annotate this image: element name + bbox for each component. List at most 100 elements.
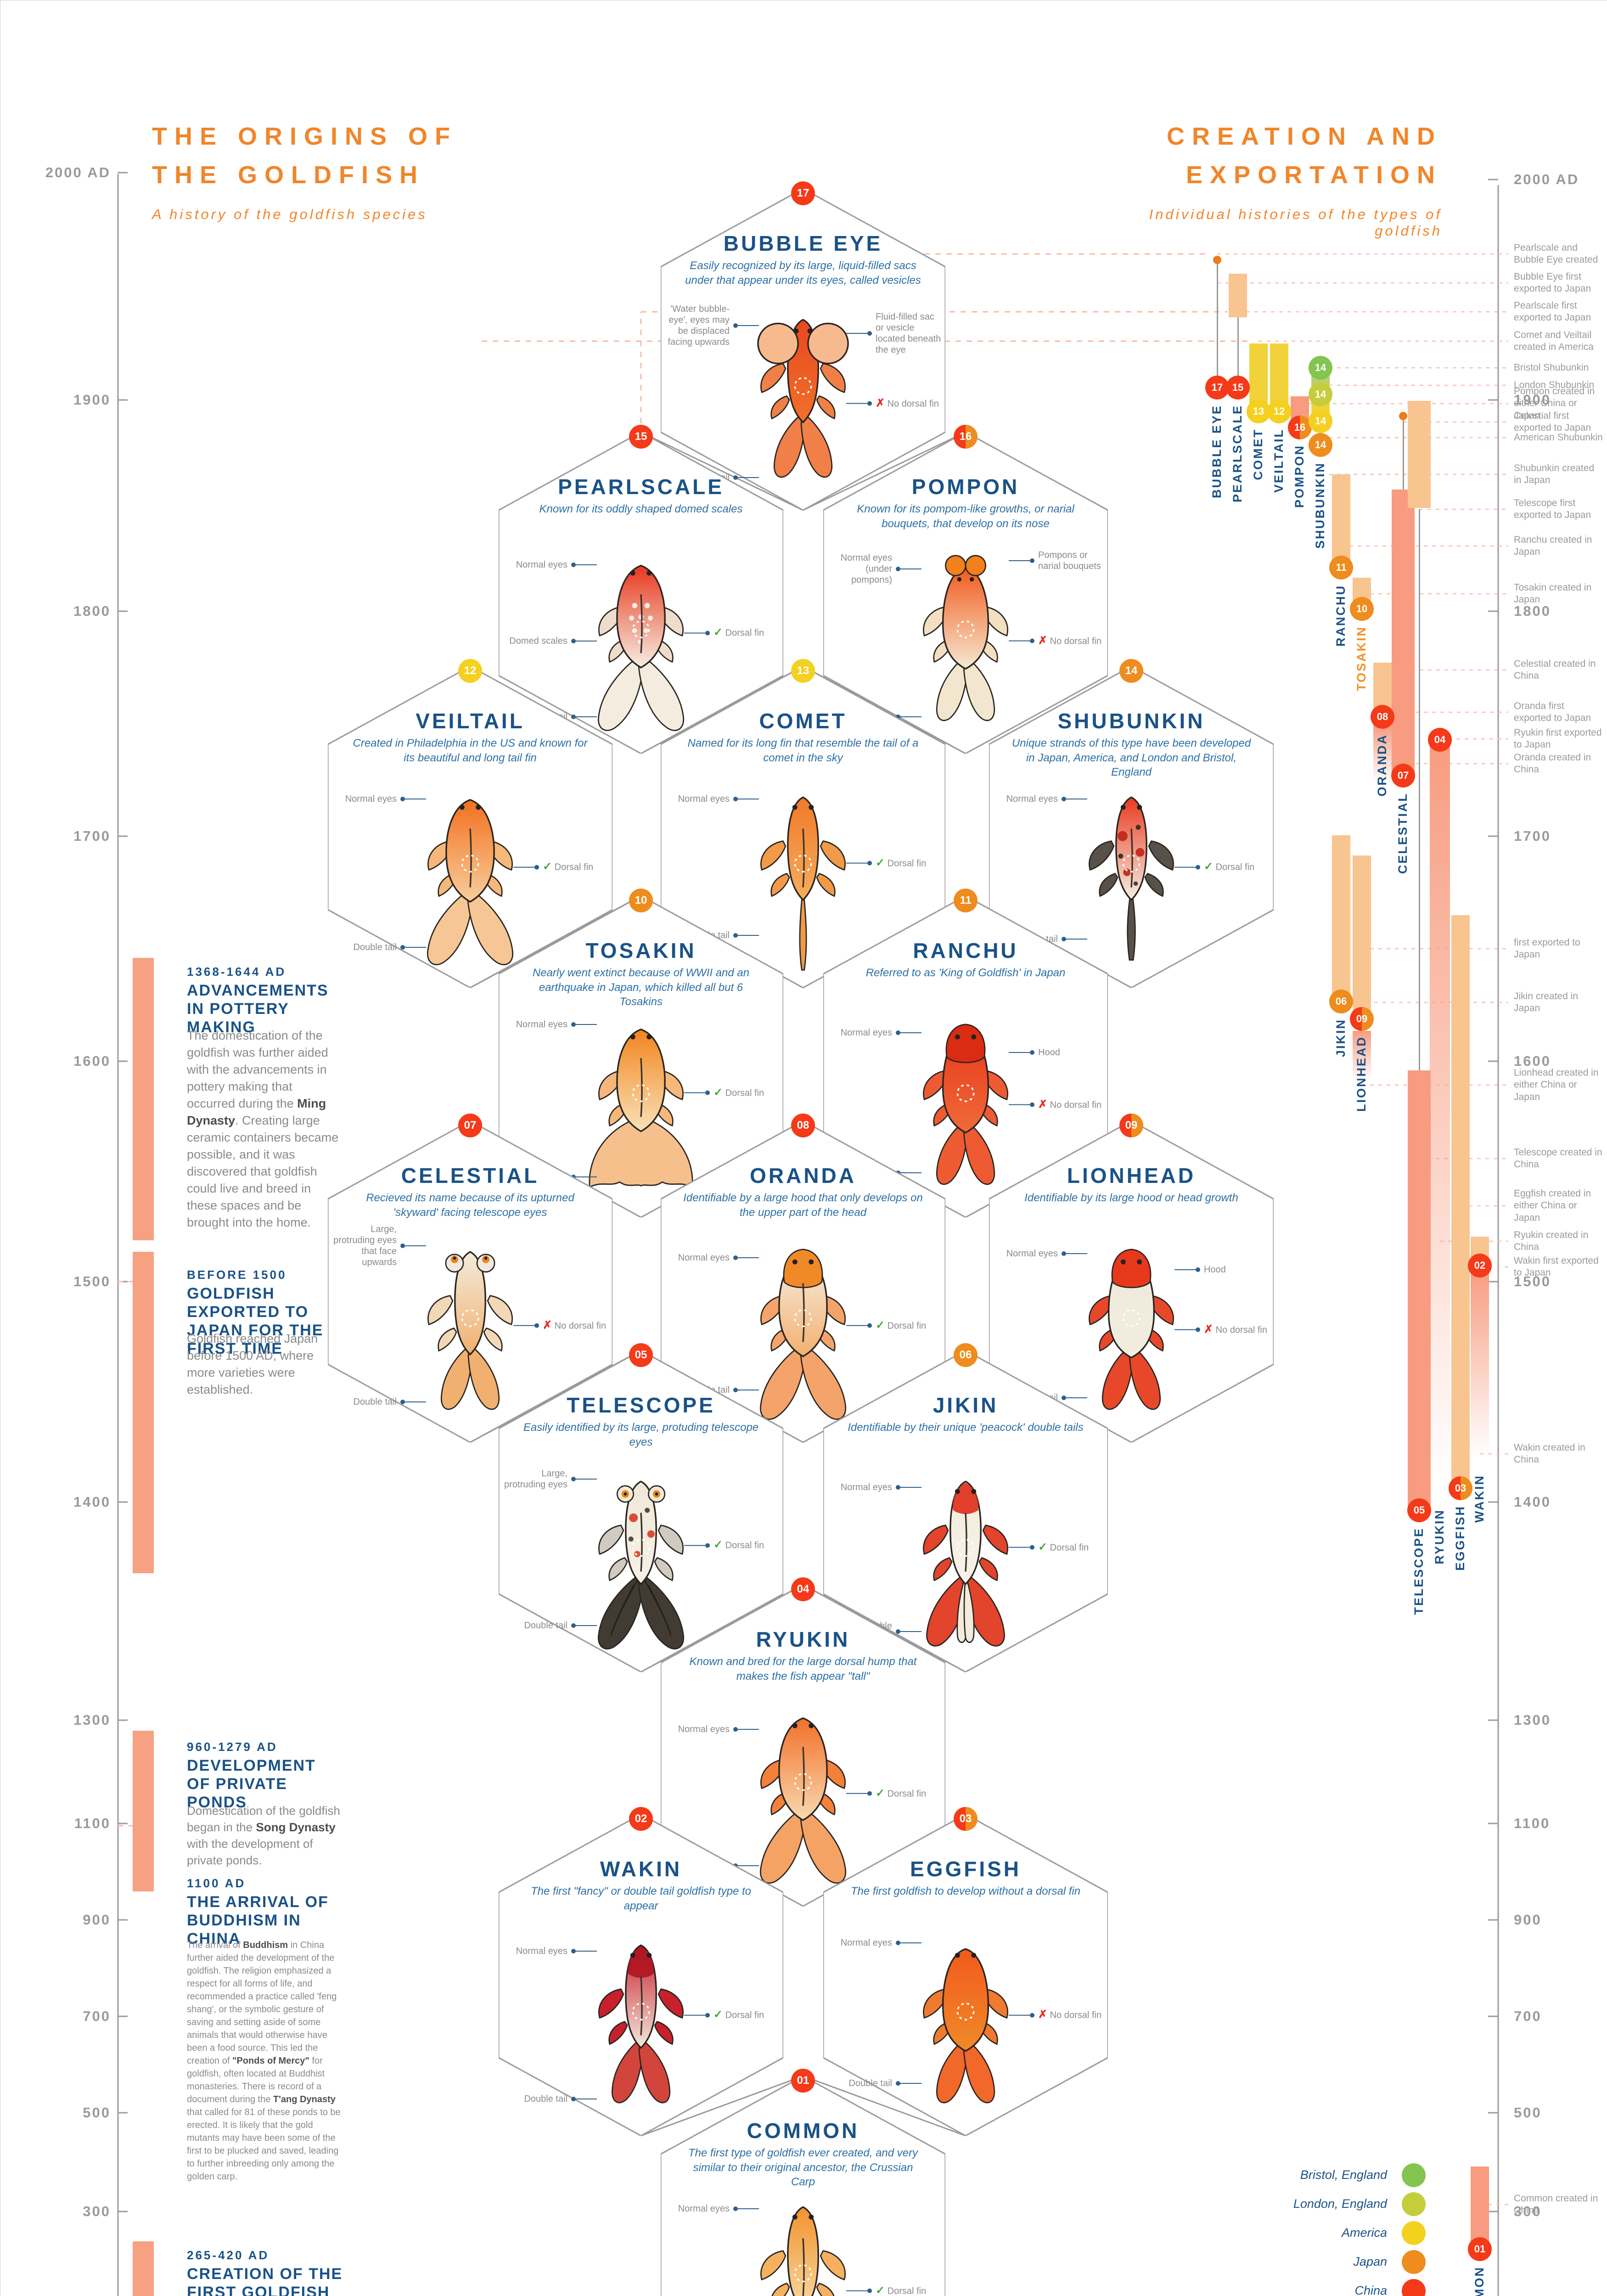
timeline-annotation: Oranda first exported to Japan [1514,700,1591,723]
fish-anatomy-label-text: Pompons or narial bouquets [1038,550,1101,572]
breed-number-badge: 01 [791,2069,815,2093]
fish-anatomy-label: Normal eyes [824,1027,921,1038]
fish-illustration-wakin [598,1944,684,2104]
label-line [738,1729,759,1730]
label-dot [896,715,900,720]
fish-anatomy-label-text: Normal eyes [840,1027,892,1038]
timeline-bar-telescope [1408,401,1431,508]
label-line [1066,1253,1087,1255]
fish-anatomy-label: ✓ Dorsal fin [684,626,782,640]
label-dot [1062,937,1066,942]
check-icon: ✓ [876,2284,885,2296]
timeline-number-badge-09: 09 [1350,1007,1374,1031]
header-right-line1: CREATION AND [1167,123,1442,150]
header-left-line1: THE ORIGINS OF [152,123,458,150]
fish-box [897,1001,1034,1203]
label-line [900,1942,921,1944]
fish-anatomy-label: Normal eyes [500,1946,597,1957]
breed-node-ryukin: 04 RYUKIN Known and bred for the large dor… [661,1577,945,1906]
fish-anatomy-label: ✗ No dorsal fin [846,397,944,410]
line [641,2075,804,2137]
timeline-annotation: Celestial created in China [1514,658,1596,681]
x-icon: ✗ [1204,1323,1214,1336]
axis-right-tick-500: 500 [1514,2105,1542,2121]
axis-left-tick-1700: 1700 [73,828,111,844]
check-icon: ✓ [714,626,723,639]
fish-box [897,1919,1034,2122]
breed-description: Identifiable by their unique 'peacock' d… [848,1421,1084,1434]
fish-anatomy-label-text: No dorsal fin [554,1321,606,1331]
breed-node-shubunkin: 14 SHUBUNKIN Unique strands of this type h… [989,659,1274,988]
timeline-column-label-shubunkin: SHUBUNKIN [1313,462,1327,549]
breed-name: CELESTIAL [401,1164,539,1187]
legend-label-1: Bristol, England [1300,2168,1387,2182]
label-dot [571,563,576,568]
fish-anatomy-label-text: Double tail [524,1620,568,1631]
breed-name: TOSAKIN [585,939,697,962]
fish-illustration-celestial [427,1251,513,1410]
fish-anatomy-label: Normal eyes [662,1724,759,1735]
fish-box [734,1689,872,1892]
breed-number-badge: 05 [629,1343,653,1367]
label-dot [1062,1251,1066,1256]
breed-node-jikin: 06 JIKIN Identifiable by their unique 'pea… [823,1343,1108,1672]
timeline-annotation: Ryukin first exported to Japan [1514,727,1602,750]
breed-node-celestial: 07 CELESTIAL Recieved its name because of … [328,1114,612,1442]
label-dot [1062,797,1066,802]
fish-anatomy-label-text: Dorsal fin [725,2010,764,2020]
fish-anatomy-label: Normal eyes (under pompons) [824,552,921,585]
breed-description: Nearly went extinct because of WWII and … [532,967,750,1008]
fish-anatomy-label-text: Normal eyes [1006,794,1058,805]
timeline-number-badge-17: 17 [1205,376,1229,400]
breed-name: ORANDA [750,1164,856,1187]
breed-number-badge: 10 [629,889,653,912]
history-event-date: 265-420 AD [187,2248,270,2262]
breed-number-badge: 09 [1119,1114,1143,1137]
timeline-annotation: Wakin created in China [1514,1442,1585,1465]
fish-anatomy-label: Double tail [329,1396,426,1407]
line [803,431,966,511]
label-line [1066,1397,1087,1398]
label-line [1009,1052,1030,1053]
label-dot [571,1174,576,1179]
breed-number-badge: 02 [629,1807,653,1831]
axis-left-tick-1800: 1800 [73,603,111,619]
timeline-number-badge-02: 02 [1468,1254,1492,1277]
label-dot [1030,1545,1034,1550]
fish-anatomy-label: Normal eyes [662,2203,759,2214]
fish-box [1062,771,1200,974]
timeline-column-label-veiltail: VEILTAIL [1272,428,1286,493]
fish-anatomy-label: Pompons or narial bouquets [1009,550,1107,572]
label-line [846,862,867,864]
timeline-number-badge-12: 12 [1267,400,1291,423]
line [803,2075,966,2137]
axis-right-tick-2000AD: 2000 AD [1514,171,1579,187]
breed-number-badge: 13 [791,659,815,683]
breed-node-lionhead: 09 LIONHEAD Identifiable by its large hood… [989,1114,1274,1442]
breed-node-telescope: 05 TELESCOPE Easily identified by its larg… [499,1343,783,1672]
timeline-annotation: Lionhead created in either China or Japa… [1514,1067,1599,1103]
fish-anatomy-label-text: No dorsal fin [1050,636,1101,647]
check-icon: ✓ [714,1538,723,1551]
timeline-number-badge-08: 08 [1371,705,1394,729]
timeline-bar-oranda [1373,725,1392,782]
check-icon: ✓ [714,1086,723,1099]
label-line [576,1024,597,1025]
timeline-bar-pearlscale [1229,274,1247,317]
fish-anatomy-label: Normal eyes [990,1248,1087,1259]
check-icon: ✓ [1038,1541,1048,1553]
timeline-column-label-ryukin: RYUKIN [1433,1509,1446,1564]
axis-left-tick-2000AD: 2000 AD [45,164,111,180]
timeline-annotation: Pearlscale and Bubble Eye created [1514,242,1598,265]
history-event-date: 1368-1644 AD [187,965,287,979]
fish-anatomy-label: Double tail [500,1620,597,1631]
timeline-annotation: Telescope first exported to Japan [1514,497,1591,520]
axis-left-tick-300: 300 [83,2203,111,2219]
fish-illustration-jikin [923,1480,1008,1647]
timeline-stem [1402,417,1404,490]
label-dot [733,323,738,328]
axis-right-tick-1100: 1100 [1514,1815,1551,1831]
fish-box [734,1226,872,1428]
fish-anatomy-label-text: 'Water bubble-eye', eyes may be displace… [668,304,730,347]
